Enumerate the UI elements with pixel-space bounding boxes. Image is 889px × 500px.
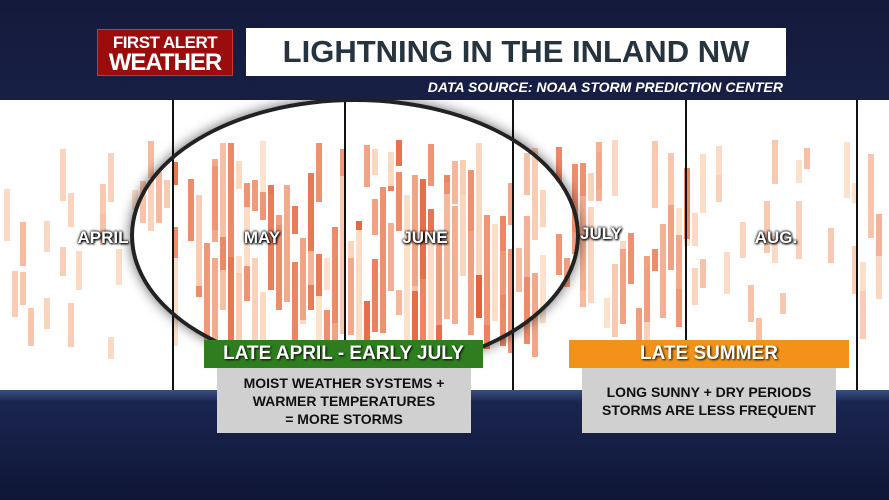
heatmap-cell <box>692 213 698 246</box>
month-label-aug: AUG. <box>754 228 798 247</box>
callout-header-early: LATE APRIL - EARLY JULY <box>204 340 483 368</box>
page-title: LIGHTNING IN THE INLAND NW <box>246 28 786 76</box>
heatmap-cell <box>644 267 650 322</box>
heatmap-cell <box>132 189 138 210</box>
heatmap-cell <box>876 241 882 299</box>
heatmap-cell <box>700 258 706 289</box>
heatmap-cell <box>716 146 722 175</box>
first-alert-weather-logo: FIRST ALERT WEATHER <box>97 29 233 76</box>
heatmap-cell <box>868 179 874 238</box>
heatmap-cell <box>748 284 754 322</box>
heatmap-cell <box>844 142 850 199</box>
heatmap-cell <box>4 188 10 241</box>
heatmap-cell <box>676 208 682 253</box>
note-line: = MORE STORMS <box>285 410 403 427</box>
heatmap-cell <box>620 248 626 324</box>
heatmap-cell <box>740 222 746 259</box>
heatmap-cell <box>612 264 618 337</box>
heatmap-cell <box>100 213 106 246</box>
heatmap-cell <box>780 293 786 315</box>
heatmap-cell <box>660 224 666 318</box>
heatmap-cell <box>556 147 562 182</box>
heatmap-cell <box>724 252 730 294</box>
note-line: MOIST WEATHER SYSTEMS + <box>243 374 445 391</box>
highlight-ellipse <box>130 100 580 373</box>
heatmap-cell <box>44 221 50 252</box>
heatmap-cell <box>68 192 74 227</box>
month-label-july: JULY <box>580 224 622 243</box>
heatmap-cell <box>580 195 586 292</box>
heatmap-cell <box>668 153 674 206</box>
heatmap-cell <box>588 206 594 304</box>
heatmap-cell <box>772 140 778 184</box>
heatmap-cell <box>60 149 66 202</box>
logo-line2: WEATHER <box>108 49 223 76</box>
heatmap-cell <box>652 248 658 272</box>
heatmap-cell <box>596 152 602 189</box>
heatmap-cell <box>20 272 26 306</box>
heatmap-cell <box>756 318 762 353</box>
heatmap-cell <box>668 191 674 270</box>
heatmap-cell <box>108 153 114 202</box>
heatmap-cell <box>612 140 618 197</box>
heatmap-cell <box>804 148 810 169</box>
logo-line1: FIRST ALERT <box>112 33 218 52</box>
note-line: LONG SUNNY + DRY PERIODS <box>606 383 812 400</box>
heatmap-cell <box>100 183 106 229</box>
heatmap-cell <box>588 172 594 201</box>
heatmap-cell <box>652 140 658 208</box>
heatmap-cell <box>676 234 682 289</box>
heatmap-cell <box>20 222 26 267</box>
heatmap-cell <box>876 214 882 257</box>
heatmap-cell <box>628 232 634 285</box>
month-divider <box>685 100 687 390</box>
heatmap-cell <box>796 200 802 259</box>
heatmap-cell <box>700 153 706 214</box>
heatmap-cell <box>764 200 770 253</box>
heatmap-cell <box>716 171 722 202</box>
month-label-june: JUNE <box>402 228 448 247</box>
heatmap-cell <box>636 307 642 356</box>
heatmap-cell <box>676 274 682 327</box>
heatmap-cell <box>572 163 578 233</box>
heatmap-cell <box>28 308 34 346</box>
heatmap-cell <box>852 245 858 294</box>
month-label-april: APRIL <box>77 228 129 247</box>
heatmap-cell <box>116 249 122 286</box>
month-divider <box>856 100 858 390</box>
heatmap-cell <box>76 251 82 290</box>
callout-note-early: MOIST WEATHER SYSTEMS + WARMER TEMPERATU… <box>217 368 471 433</box>
heatmap-cell <box>852 183 858 204</box>
callout-header-late: LATE SUMMER <box>569 340 849 368</box>
heatmap-cell <box>108 336 114 360</box>
heatmap-cell <box>772 236 778 263</box>
heatmap-cell <box>60 246 66 277</box>
heatmap-cell <box>860 262 866 291</box>
heatmap-cell <box>692 267 698 306</box>
data-source: DATA SOURCE: NOAA STORM PREDICTION CENTE… <box>427 79 783 95</box>
note-line: WARMER TEMPERATURES <box>252 392 436 409</box>
month-label-may: MAY <box>243 228 281 247</box>
heatmap-cell <box>148 140 154 178</box>
callout-note-late: LONG SUNNY + DRY PERIODS STORMS ARE LESS… <box>582 368 836 433</box>
heatmap-cell <box>604 298 610 329</box>
heatmap-cell <box>12 271 18 318</box>
heatmap-cell <box>684 167 690 239</box>
heatmap-cell <box>796 159 802 184</box>
heatmap-cell <box>828 227 834 263</box>
heatmap-cell <box>44 297 50 330</box>
heatmap-cell <box>868 153 874 202</box>
heatmap-cell <box>68 303 74 347</box>
note-line: STORMS ARE LESS FREQUENT <box>602 401 816 418</box>
heatmap-cell <box>860 283 866 339</box>
